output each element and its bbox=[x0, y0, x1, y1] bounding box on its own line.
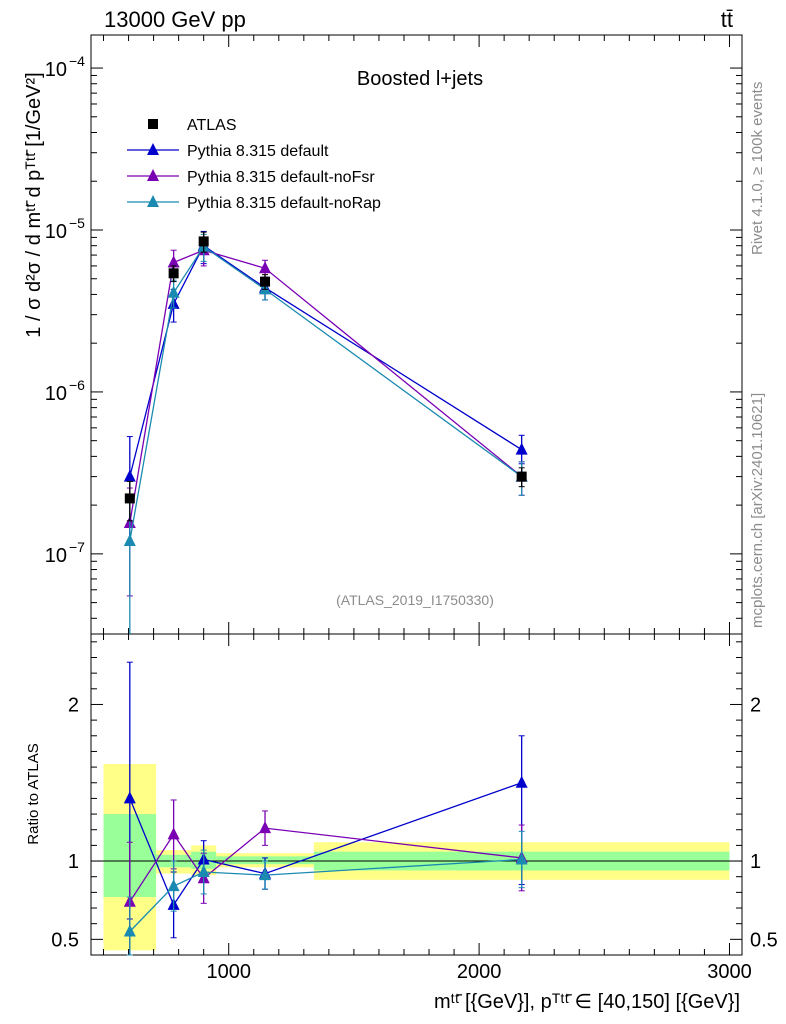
legend-label: Pythia 8.315 default bbox=[187, 143, 329, 160]
legend-label: ATLAS bbox=[187, 117, 237, 134]
mc-point bbox=[515, 442, 528, 455]
ratio-uncertainty-bands bbox=[103, 763, 730, 951]
y-tick-exponent: −6 bbox=[69, 377, 85, 393]
x-tick-label: 1000 bbox=[206, 961, 251, 983]
ratio-series-0 bbox=[123, 661, 528, 939]
ratio-tick-label-right: 1 bbox=[750, 851, 761, 873]
ratio-point bbox=[123, 791, 136, 804]
mc-point bbox=[167, 255, 180, 268]
series-1 bbox=[123, 230, 528, 542]
y-tick-exponent: −5 bbox=[69, 215, 85, 231]
y-axis-label: 1 / σ d²σ / d mᵗᵗ̄ d pᵀᵗᵗ̄ [1/GeV²] bbox=[23, 72, 45, 337]
analysis-tag: (ATLAS_2019_I1750330) bbox=[336, 592, 494, 608]
legend-marker bbox=[148, 119, 158, 129]
chart-title: Boosted l+jets bbox=[357, 68, 483, 90]
x-axis-label: mᵗᵗ̄ [{GeV}], pᵀᵗᵗ̄ ∈ [40,150] [{GeV}] bbox=[434, 991, 740, 1013]
ratio-tick-label-left: 1 bbox=[68, 851, 79, 873]
series-3 bbox=[123, 233, 528, 634]
legend-marker bbox=[147, 143, 159, 155]
data-point bbox=[198, 236, 209, 247]
ratio-tick-label-right: 2 bbox=[750, 694, 761, 716]
process-label: tt̄ bbox=[721, 7, 733, 32]
mc-point bbox=[167, 285, 180, 298]
x-tick-label: 2000 bbox=[457, 961, 502, 983]
rivet-label: Rivet 4.1.0, ≥ 100k events bbox=[749, 82, 766, 255]
ratio-tick-label-left: 0.5 bbox=[51, 929, 79, 951]
series-2 bbox=[123, 236, 528, 597]
ratio-y-axis-label: Ratio to ATLAS bbox=[25, 743, 42, 844]
ratio-tick-label-left: 2 bbox=[68, 694, 79, 716]
y-tick-labels: 10−710−610−510−4 bbox=[45, 53, 85, 567]
ratio-point bbox=[123, 924, 136, 937]
mcplots-label: mcplots.cern.ch [arXiv:2401.10621] bbox=[749, 393, 766, 628]
ratio-point bbox=[197, 865, 210, 878]
legend-entry-1: Pythia 8.315 default bbox=[127, 143, 329, 160]
data-point bbox=[168, 268, 179, 279]
series-0 bbox=[124, 231, 527, 522]
ratio-point bbox=[515, 775, 528, 788]
x-tick-labels: 1000 2000 3000 bbox=[206, 961, 751, 983]
main-series bbox=[123, 230, 528, 634]
x-tick-label: 3000 bbox=[707, 961, 752, 983]
y-tick-label: 10 bbox=[45, 221, 67, 243]
ratio-series bbox=[123, 661, 528, 956]
collision-label: 13000 GeV pp bbox=[104, 7, 246, 32]
y-tick-exponent: −7 bbox=[69, 539, 85, 555]
legend-label: Pythia 8.315 default-noFsr bbox=[187, 169, 375, 186]
y-tick-label: 10 bbox=[45, 59, 67, 81]
ratio-point bbox=[259, 821, 272, 834]
series-line bbox=[129, 244, 523, 477]
mc-point bbox=[123, 469, 136, 482]
data-point bbox=[516, 471, 527, 482]
series-line bbox=[129, 249, 523, 524]
legend-entry-3: Pythia 8.315 default-noRap bbox=[127, 195, 381, 212]
series-line bbox=[129, 245, 523, 542]
ratio-panel-frame bbox=[90, 633, 743, 956]
ratio-tick-labels: 0.5 0.5 1 1 2 2 bbox=[51, 694, 778, 951]
ratio-point bbox=[259, 868, 272, 881]
legend-entry-0: ATLAS bbox=[148, 117, 237, 134]
ratio-series-2 bbox=[123, 830, 528, 956]
legend-entry-2: Pythia 8.315 default-noFsr bbox=[127, 169, 375, 186]
y-tick-label: 10 bbox=[45, 545, 67, 567]
legend-marker bbox=[147, 195, 159, 207]
y-tick-exponent: −4 bbox=[69, 53, 85, 69]
data-point bbox=[260, 276, 271, 287]
ratio-tick-label-right: 0.5 bbox=[750, 929, 778, 951]
legend-label: Pythia 8.315 default-noRap bbox=[187, 195, 381, 212]
legend: ATLAS Pythia 8.315 default Pythia 8.315 de… bbox=[127, 117, 381, 212]
ratio-point bbox=[167, 827, 180, 840]
y-tick-label: 10 bbox=[45, 383, 67, 405]
mc-point bbox=[259, 261, 272, 274]
axis-ticks bbox=[91, 35, 742, 955]
data-point bbox=[124, 493, 135, 504]
ratio-point bbox=[515, 852, 528, 865]
legend-marker bbox=[147, 169, 159, 181]
ratio-point bbox=[167, 879, 180, 892]
mc-point bbox=[123, 534, 136, 547]
